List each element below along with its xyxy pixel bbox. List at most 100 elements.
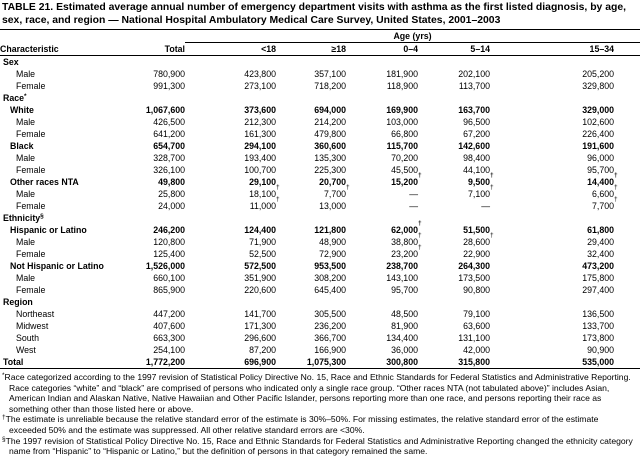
row-label-text: Male	[16, 237, 36, 247]
cell-text: 329,800	[582, 81, 615, 91]
cell-text: 366,700	[314, 333, 346, 343]
row-label: Female	[0, 80, 128, 92]
table-cell: 48,900	[276, 236, 346, 248]
table-header: Age (yrs) Characteristic Total <18 ≥18 0–4 5–1…	[0, 30, 640, 56]
table-cell: 535,000	[490, 356, 640, 369]
cell-text: 71,900	[249, 237, 276, 247]
cell-text: 95,700	[587, 165, 615, 175]
column-label: Total	[164, 44, 185, 54]
cell-text: 373,600	[244, 105, 276, 115]
table-cell: 1,067,600	[128, 104, 185, 116]
cell-text: 173,500	[458, 273, 490, 283]
table-cell: 407,600	[128, 320, 185, 332]
table-cell: 142,600	[418, 140, 490, 152]
cell-text: 98,400	[463, 153, 490, 163]
table-row: Total 1,772,200 696,900 1,075,300 300,800 315…	[0, 356, 640, 369]
row-label: Male	[0, 68, 128, 80]
table-cell: 143,100	[346, 272, 418, 284]
cell-text: 48,500	[391, 309, 418, 319]
table-cell: 49,800	[128, 176, 185, 188]
row-label-text: Female	[16, 165, 46, 175]
table-cell: 7,100 †	[467, 184, 494, 199]
table-row: Male 328,700 193,400 135,300 70,200 98,400 96,…	[0, 152, 640, 164]
table-cell: 991,300	[128, 80, 185, 92]
table-cell: 202,100	[418, 68, 490, 80]
section-row: Region	[0, 296, 640, 308]
cell-text: 865,900	[153, 285, 185, 295]
cell-text: 95,700	[391, 285, 418, 295]
footnote: *Race categorized according to the 1997 …	[2, 372, 638, 414]
cell-text: 360,600	[314, 141, 346, 151]
table-cell: 663,300	[128, 332, 185, 344]
column-label: 0–4	[403, 44, 418, 54]
table-cell: 131,100	[418, 332, 490, 344]
table-cell: 115,700	[346, 140, 418, 152]
table-cell: 315,800	[418, 356, 490, 369]
row-label: Midwest	[0, 320, 128, 332]
table-cell: 296,600	[185, 332, 276, 344]
table-cell: 214,200	[276, 116, 346, 128]
table-cell: 654,700	[128, 140, 185, 152]
table-cell: 121,800	[276, 224, 346, 236]
cell-text: 572,500	[244, 261, 276, 271]
footnotes: *Race categorized according to the 1997 …	[0, 369, 640, 457]
cell-text: 133,700	[582, 321, 615, 331]
cell-text: 953,500	[314, 261, 346, 271]
cell-text: 22,900	[463, 249, 490, 259]
table-cell: 479,800	[276, 128, 346, 140]
row-label-text: Female	[16, 285, 46, 295]
table-cell: 9,500 †	[467, 172, 494, 187]
cell-text: 175,800	[582, 273, 615, 283]
column-label: 5–14	[470, 44, 490, 54]
row-label-text: Total	[3, 357, 24, 367]
table-cell: 7,700 †	[592, 196, 618, 211]
row-label: West	[0, 344, 128, 356]
cell-text: 44,100	[463, 165, 490, 175]
cell-text: 11,000	[249, 201, 276, 211]
row-label-text: Female	[16, 201, 46, 211]
cell-text: 52,500	[249, 249, 276, 259]
table-cell: 718,200	[276, 80, 346, 92]
cell-text: 51,500	[463, 225, 490, 235]
table-cell: 161,300	[185, 128, 276, 140]
table-cell: 28,600 †	[463, 232, 494, 247]
cell-text: 315,800	[458, 357, 490, 367]
table-cell: 1,772,200	[128, 356, 185, 369]
cell-text: 718,200	[314, 81, 346, 91]
table-cell: 305,500	[276, 308, 346, 320]
row-label-text: Female	[16, 249, 46, 259]
table-cell: 1,526,000	[128, 260, 185, 272]
table-cell: 225,300	[276, 164, 346, 176]
cell-text: 308,200	[314, 273, 346, 283]
row-label-text: Male	[16, 189, 36, 199]
header-group-row: Age (yrs)	[0, 30, 640, 43]
cell-text: 305,500	[314, 309, 346, 319]
table-cell: 29,100	[185, 176, 276, 188]
table-cell: 113,700	[418, 80, 490, 92]
cell-text: 173,800	[582, 333, 615, 343]
table-row: Northeast 447,200 141,700 305,500 48,500 79,1…	[0, 308, 640, 320]
table-row: Male 120,800 71,900 48,900 38,800 † 28,600 † 29,…	[0, 232, 640, 248]
table-cell: 212,300	[185, 116, 276, 128]
row-label-text: Female	[16, 81, 46, 91]
row-label-text: Male	[16, 117, 36, 127]
cell-text: 351,900	[244, 273, 276, 283]
cell-text: 25,800	[158, 189, 185, 199]
cell-text: 226,400	[582, 129, 615, 139]
section-row: Sex	[0, 56, 640, 69]
cell-text: 297,400	[582, 285, 615, 295]
table-cell: 81,900	[346, 320, 418, 332]
table-row: Black 654,700 294,100 360,600 115,700 142,600…	[0, 140, 640, 152]
cell-text: 171,300	[244, 321, 276, 331]
column-header: 5–14	[418, 43, 490, 56]
cell-text: 300,800	[386, 357, 418, 367]
cell-text: 49,800	[158, 177, 185, 187]
section-label-text: Ethnicity	[3, 213, 41, 223]
table-cell: 102,600	[490, 116, 640, 128]
table-cell: 328,700	[128, 152, 185, 164]
table-cell: 641,200	[128, 128, 185, 140]
table-row: Male 426,500 212,300 214,200 103,000 96,500 10…	[0, 116, 640, 128]
section-label-text: Region	[3, 297, 33, 307]
cell-text: 991,300	[153, 81, 185, 91]
